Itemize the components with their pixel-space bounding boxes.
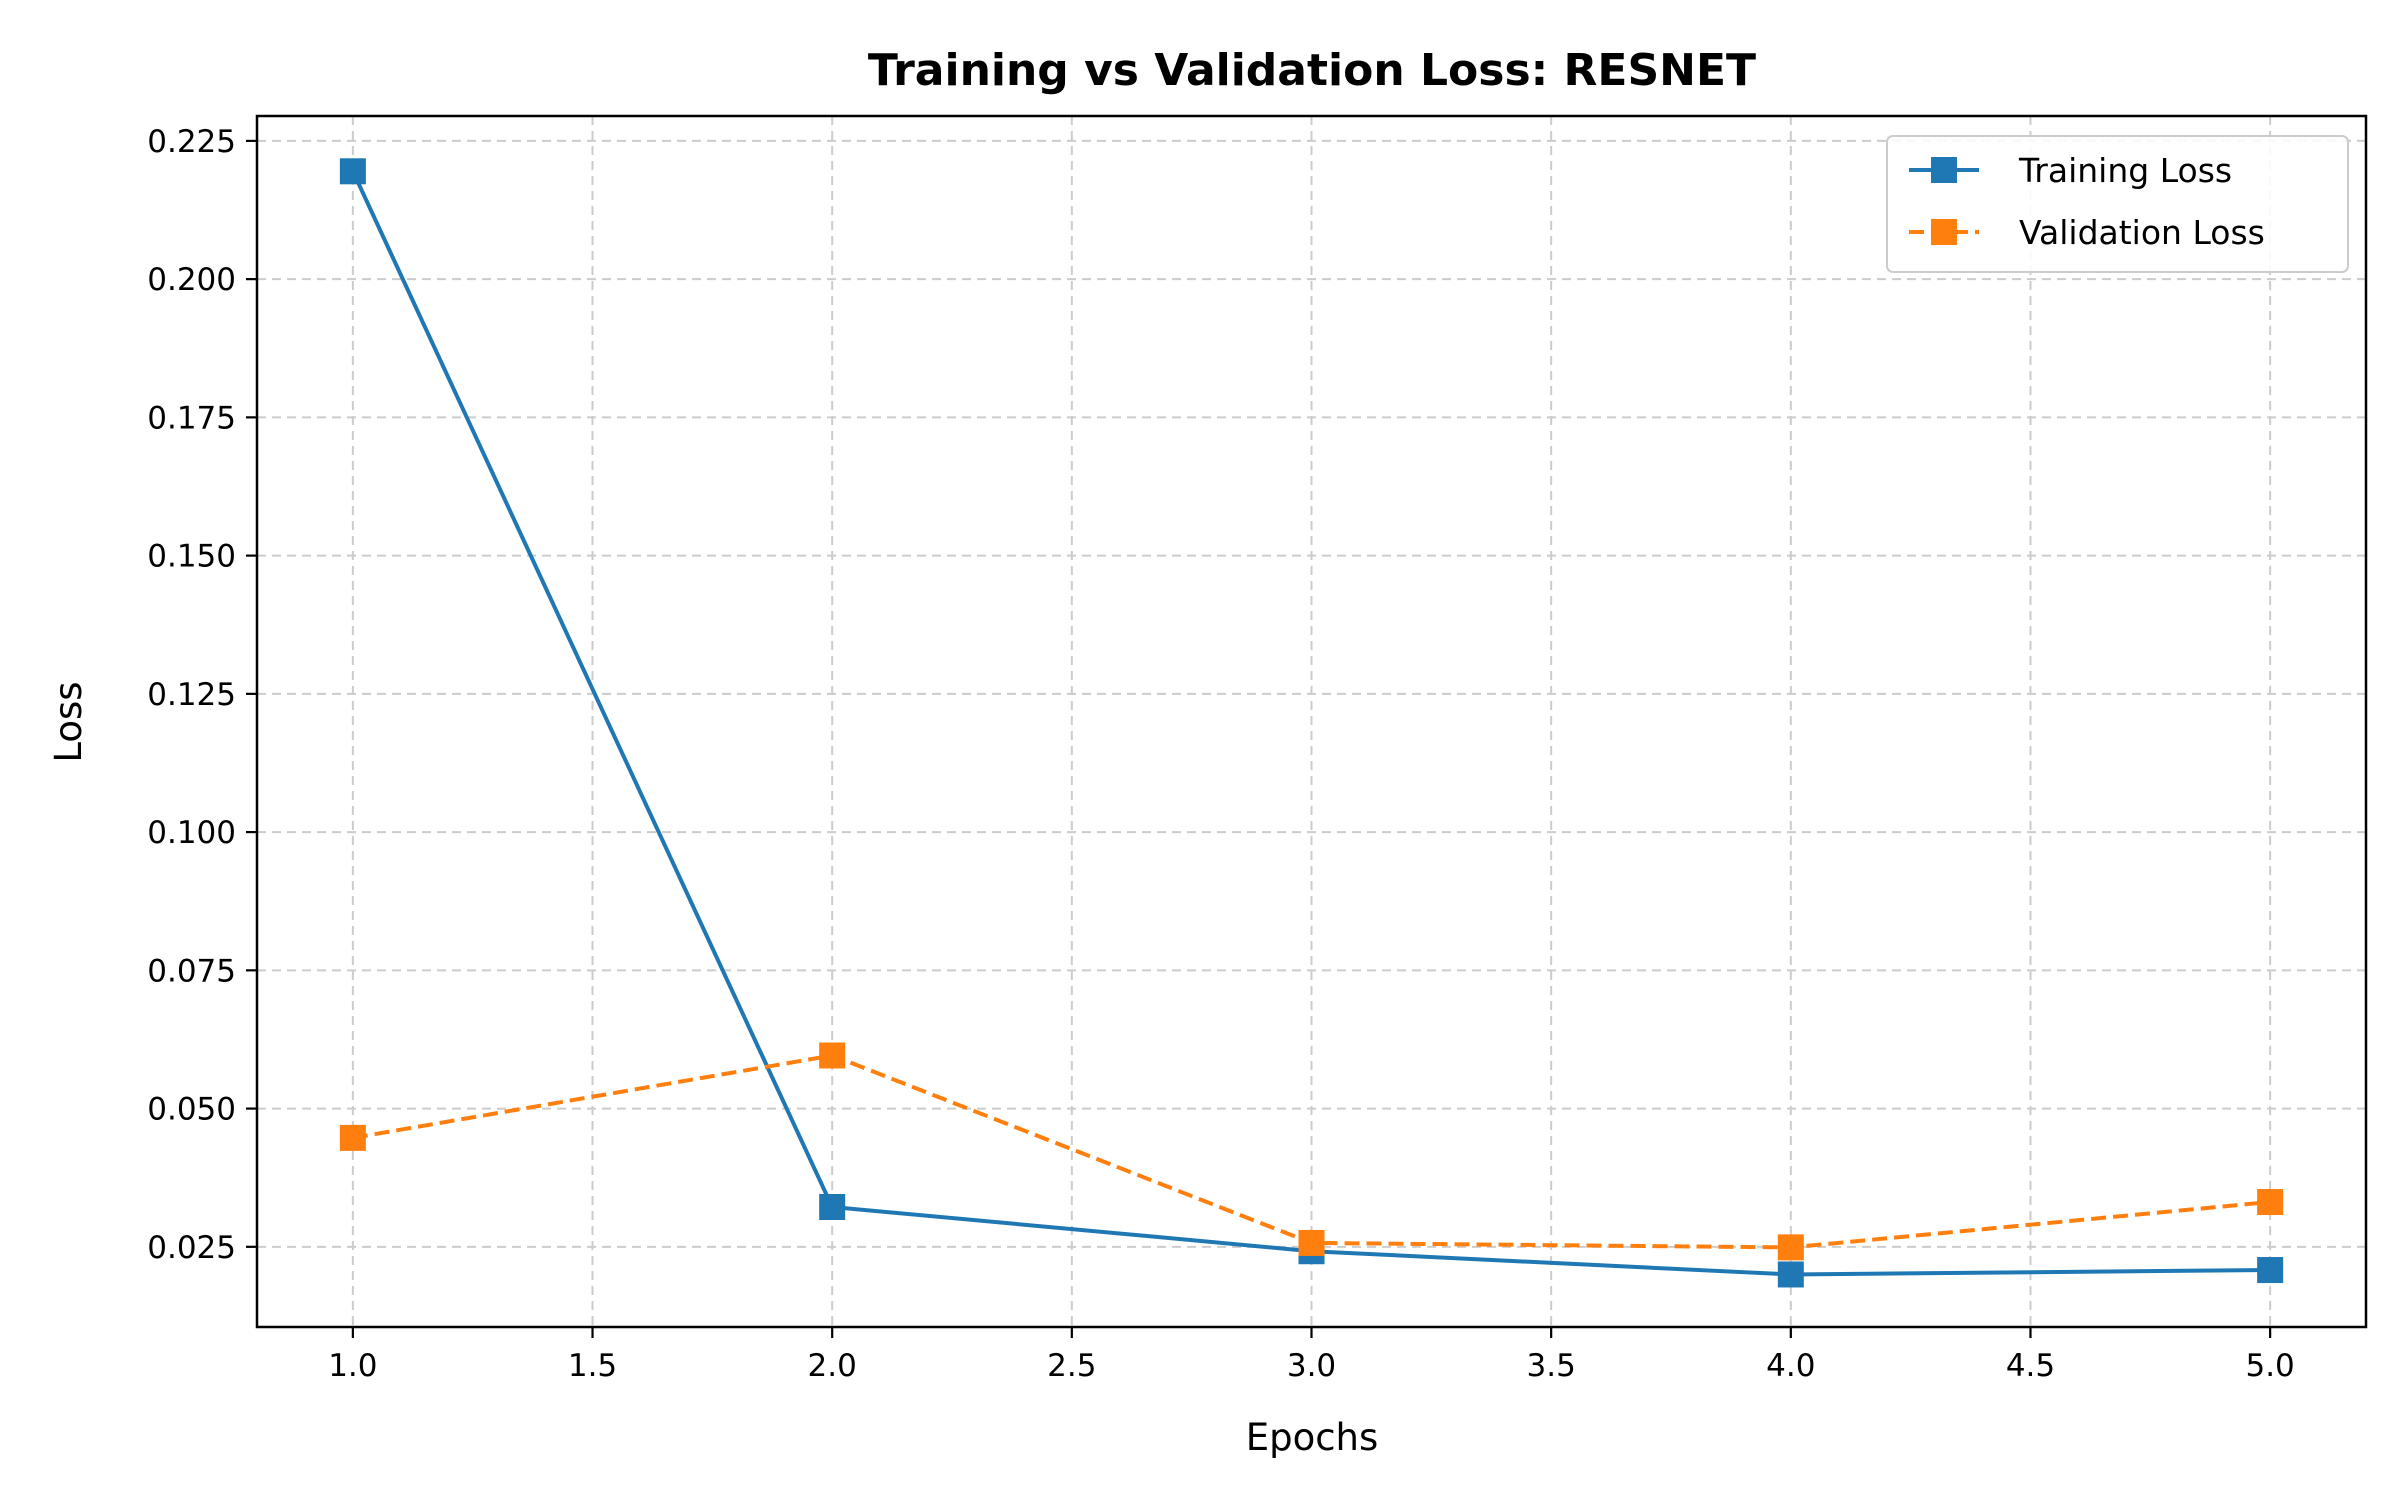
x-tick-label: 1.5 (568, 1348, 617, 1384)
x-tick-label: 2.0 (808, 1348, 857, 1384)
y-tick-label: 0.200 (147, 262, 236, 298)
validation-loss-marker (819, 1042, 846, 1069)
training-loss-marker (2257, 1257, 2284, 1284)
validation-loss-marker (339, 1124, 366, 1151)
series-layer (339, 158, 2284, 1288)
y-axis-label: Loss (47, 681, 90, 762)
x-axis: 1.0 1.5 2.0 2.5 3.0 3.5 4.0 4.5 5.0 (328, 1327, 2295, 1384)
legend-box (1886, 135, 2349, 273)
x-tick-label: 3.0 (1287, 1348, 1336, 1384)
training-loss-marker (819, 1194, 846, 1221)
x-tick-label: 4.5 (2006, 1348, 2055, 1384)
legend-training-loss-label: Training Loss (2018, 151, 2232, 190)
x-axis-label: Epochs (1246, 1416, 1379, 1459)
validation-loss-marker (1777, 1234, 1804, 1261)
x-tick-label: 2.5 (1047, 1348, 1096, 1384)
legend-validation-loss-swatch-marker (1931, 219, 1957, 245)
x-tick-label: 4.0 (1766, 1348, 1815, 1384)
x-tick-label: 5.0 (2245, 1348, 2294, 1384)
y-tick-label: 0.225 (147, 124, 236, 160)
legend-validation-loss-label: Validation Loss (2019, 213, 2265, 252)
legend[interactable]: Training Loss Validation Loss (1886, 135, 2349, 273)
y-tick-label: 0.100 (147, 815, 236, 851)
y-tick-label: 0.075 (147, 953, 236, 989)
x-tick-label: 3.5 (1527, 1348, 1576, 1384)
y-tick-label: 0.025 (147, 1230, 236, 1266)
y-tick-label: 0.175 (147, 400, 236, 436)
validation-loss-marker (1298, 1229, 1325, 1256)
y-axis: 0.025 0.050 0.075 0.100 0.125 0.150 0.175 0.200… (147, 124, 257, 1266)
y-tick-label: 0.150 (147, 539, 236, 575)
y-tick-label: 0.125 (147, 677, 236, 713)
training-loss-marker (339, 158, 366, 185)
grid (257, 116, 2366, 1327)
training-loss-marker (1777, 1261, 1804, 1288)
chart-title: Training vs Validation Loss: RESNET (868, 45, 1756, 96)
validation-loss-marker (2257, 1189, 2284, 1216)
legend-training-loss-swatch-marker (1931, 157, 1957, 183)
x-tick-label: 1.0 (328, 1348, 377, 1384)
y-tick-label: 0.050 (147, 1092, 236, 1128)
